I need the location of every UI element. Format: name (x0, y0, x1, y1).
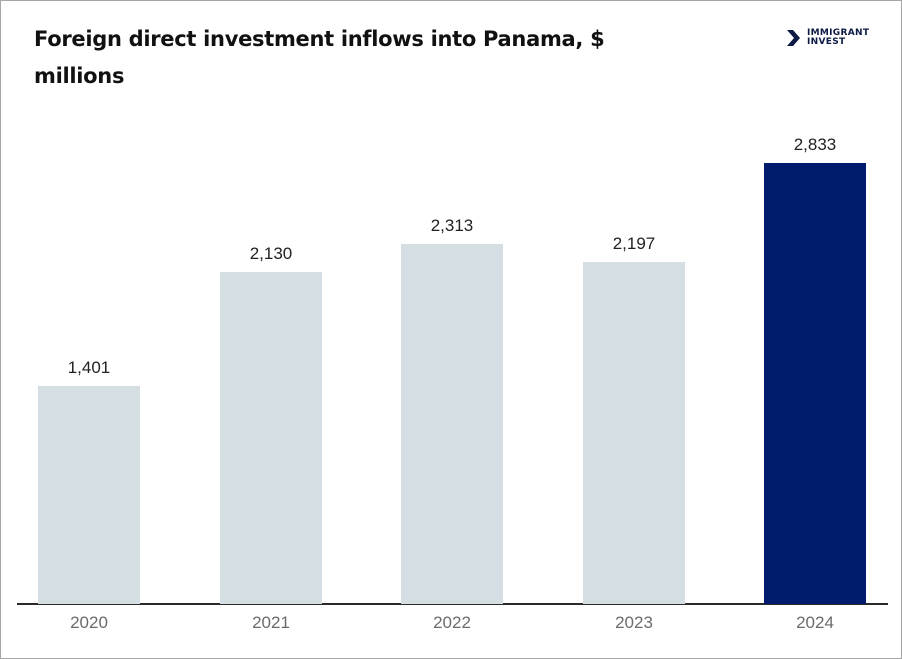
logo-wordmark: IMMIGRANT INVEST (807, 29, 869, 47)
bar-2023 (583, 262, 685, 604)
bar-2020 (38, 386, 140, 604)
chart-title: Foreign direct investment inflows into P… (34, 27, 605, 88)
logo-line-1: IMMIGRANT (807, 28, 870, 38)
x-tick-label-2021: 2021 (252, 613, 290, 632)
data-label-2024: 2,833 (793, 135, 837, 154)
brand-logo: IMMIGRANT INVEST (786, 29, 869, 47)
data-label-2023: 2,197 (612, 234, 656, 253)
double-chevron-right-icon (787, 30, 800, 46)
x-tick-label-2022: 2022 (433, 613, 471, 632)
logo-line-2: INVEST (807, 37, 846, 47)
bar-2021 (220, 272, 322, 604)
data-label-2021: 2,130 (249, 244, 293, 263)
bar-2024 (764, 163, 866, 604)
bar-2022 (401, 244, 503, 604)
x-tick-label-2020: 2020 (70, 613, 108, 632)
data-label-2020: 1,401 (67, 358, 111, 377)
x-tick-label-2024: 2024 (796, 613, 834, 632)
x-tick-label-2023: 2023 (615, 613, 653, 632)
data-label-2022: 2,313 (430, 216, 474, 235)
x-axis-line (17, 603, 888, 605)
